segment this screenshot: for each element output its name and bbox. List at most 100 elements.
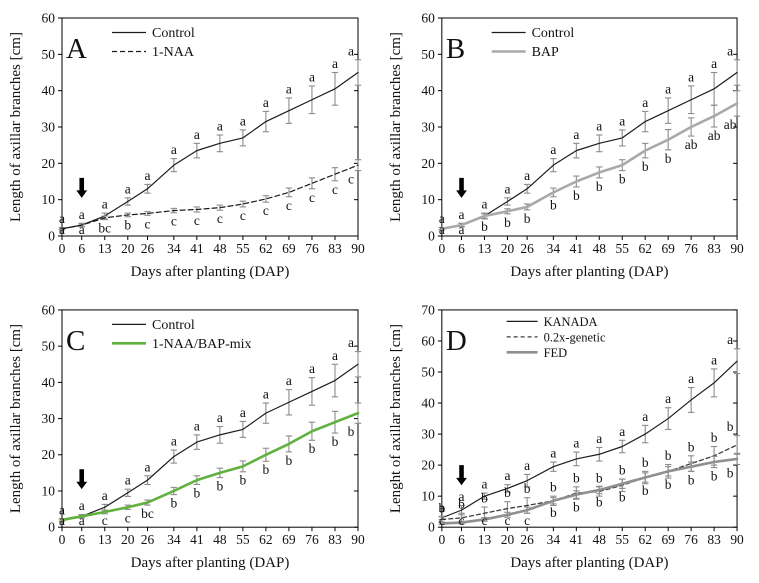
sig-letter: a bbox=[102, 488, 108, 503]
x-tick-label: 34 bbox=[167, 532, 181, 547]
legend-label: Control bbox=[152, 318, 195, 333]
sig-letter: a bbox=[688, 69, 694, 84]
x-tick-label: 83 bbox=[707, 241, 721, 256]
y-tick-label: 50 bbox=[42, 339, 56, 354]
y-tick-label: 30 bbox=[421, 119, 435, 134]
sig-letter: c bbox=[481, 513, 487, 528]
treatment-arrow-down-icon bbox=[456, 177, 467, 198]
x-tick-label: 34 bbox=[547, 532, 561, 547]
x-tick-label: 6 bbox=[458, 532, 465, 547]
sig-letter: a bbox=[240, 405, 246, 420]
x-tick-label: 26 bbox=[520, 241, 534, 256]
y-axis-ticks: 0 10 20 30 40 50 60 bbox=[42, 302, 358, 535]
panel-c: 0 10 20 30 40 50 60 0 6 13 20 26 34 41 48 55 62 69 76 83 90 D… bbox=[0, 292, 380, 583]
series-line-2 bbox=[61, 164, 359, 230]
x-tick-label: 90 bbox=[730, 532, 744, 547]
legend-label: Control bbox=[152, 26, 195, 41]
sig-letter: c bbox=[102, 513, 108, 528]
sig-letter: a bbox=[573, 127, 579, 142]
y-tick-label: 0 bbox=[428, 520, 435, 535]
y-tick-label: 60 bbox=[42, 11, 56, 26]
sig-letter: a bbox=[59, 513, 65, 528]
sig-letter: a bbox=[194, 418, 200, 433]
x-tick-label: 55 bbox=[236, 532, 250, 547]
sig-letter: a bbox=[309, 69, 315, 84]
x-axis-title: Days after planting (DAP) bbox=[510, 264, 668, 280]
sig-letter: a bbox=[439, 211, 445, 226]
sig-letter: bc bbox=[98, 221, 111, 236]
sig-letter: a bbox=[263, 95, 269, 110]
y-tick-label: 50 bbox=[42, 47, 56, 62]
sig-letter: a bbox=[309, 361, 315, 376]
x-tick-label: 90 bbox=[351, 532, 365, 547]
sig-letter: a bbox=[102, 197, 108, 212]
sig-letter: b bbox=[550, 480, 557, 495]
panel-letter: C bbox=[66, 325, 85, 357]
sig-letter: a bbox=[619, 424, 625, 439]
sig-letter: a bbox=[59, 502, 65, 517]
sig-letter: b bbox=[193, 485, 200, 500]
x-tick-label: 6 bbox=[78, 241, 85, 256]
sig-letter: bc bbox=[141, 506, 154, 521]
sig-letter: b bbox=[727, 419, 734, 434]
sig-letter: a bbox=[59, 222, 65, 237]
sig-letter: b bbox=[665, 477, 672, 492]
sig-letter: a bbox=[217, 118, 223, 133]
sig-letter: c bbox=[309, 190, 315, 205]
y-tick-label: 50 bbox=[421, 47, 435, 62]
sig-letter: a bbox=[573, 436, 579, 451]
sig-letter: b bbox=[240, 473, 247, 488]
y-tick-label: 60 bbox=[421, 10, 435, 25]
sig-letter: b bbox=[458, 497, 465, 512]
x-tick-label: 69 bbox=[661, 241, 675, 256]
x-tick-label: 62 bbox=[259, 532, 272, 547]
y-tick-label: 30 bbox=[42, 120, 56, 135]
y-tick-label: 10 bbox=[42, 483, 56, 498]
y-tick-label: 50 bbox=[421, 365, 435, 380]
y-tick-label: 40 bbox=[42, 83, 56, 98]
sig-letter: a bbox=[459, 222, 465, 237]
axis-box bbox=[441, 309, 738, 528]
sig-letter: a bbox=[642, 95, 648, 110]
y-tick-label: 10 bbox=[421, 192, 435, 207]
sig-letters-3: c c c c cb b b b b b b b b bbox=[439, 465, 734, 528]
sig-letter: b bbox=[596, 470, 603, 485]
sig-letter: b bbox=[619, 489, 626, 504]
x-tick-label: 55 bbox=[236, 241, 250, 256]
sig-letter: a bbox=[332, 56, 338, 71]
sig-letter: b bbox=[573, 499, 580, 514]
sig-letter: a bbox=[711, 56, 717, 71]
sig-letter: a bbox=[642, 409, 648, 424]
sig-letter: a bbox=[286, 81, 292, 96]
sig-letter: c bbox=[171, 214, 177, 229]
sig-letter: b bbox=[573, 470, 580, 485]
sig-letter: b bbox=[642, 483, 649, 498]
y-axis-ticks: 0 10 20 30 40 50 60 70 bbox=[421, 302, 738, 535]
sig-letter: a bbox=[524, 168, 530, 183]
sig-letter: a bbox=[439, 500, 445, 515]
x-tick-label: 26 bbox=[141, 241, 155, 256]
sig-letter: c bbox=[240, 208, 246, 223]
sig-letter: b bbox=[619, 463, 626, 478]
panel-d: 0 10 20 30 40 50 60 70 0 6 13 20 26 34 41 48 55 62 69 76 83 9… bbox=[380, 292, 759, 583]
panel-letter: B bbox=[446, 33, 465, 65]
sig-letter: a bbox=[348, 335, 354, 350]
y-tick-label: 20 bbox=[421, 156, 435, 171]
x-tick-label: 0 bbox=[438, 532, 445, 547]
sig-letter: b bbox=[438, 500, 445, 515]
x-tick-label: 26 bbox=[141, 532, 155, 547]
sig-letter: a bbox=[79, 498, 85, 513]
sig-letter: b bbox=[481, 491, 488, 506]
y-tick-label: 0 bbox=[428, 228, 435, 243]
y-axis-title: Length of axillar branches [cm] bbox=[8, 32, 24, 222]
sig-letter: b bbox=[332, 434, 339, 449]
sig-letter: a bbox=[665, 391, 671, 406]
y-tick-label: 10 bbox=[42, 192, 56, 207]
sig-letter: b bbox=[642, 455, 649, 470]
sig-letter: a bbox=[481, 477, 487, 492]
sig-letter: a bbox=[727, 332, 733, 347]
